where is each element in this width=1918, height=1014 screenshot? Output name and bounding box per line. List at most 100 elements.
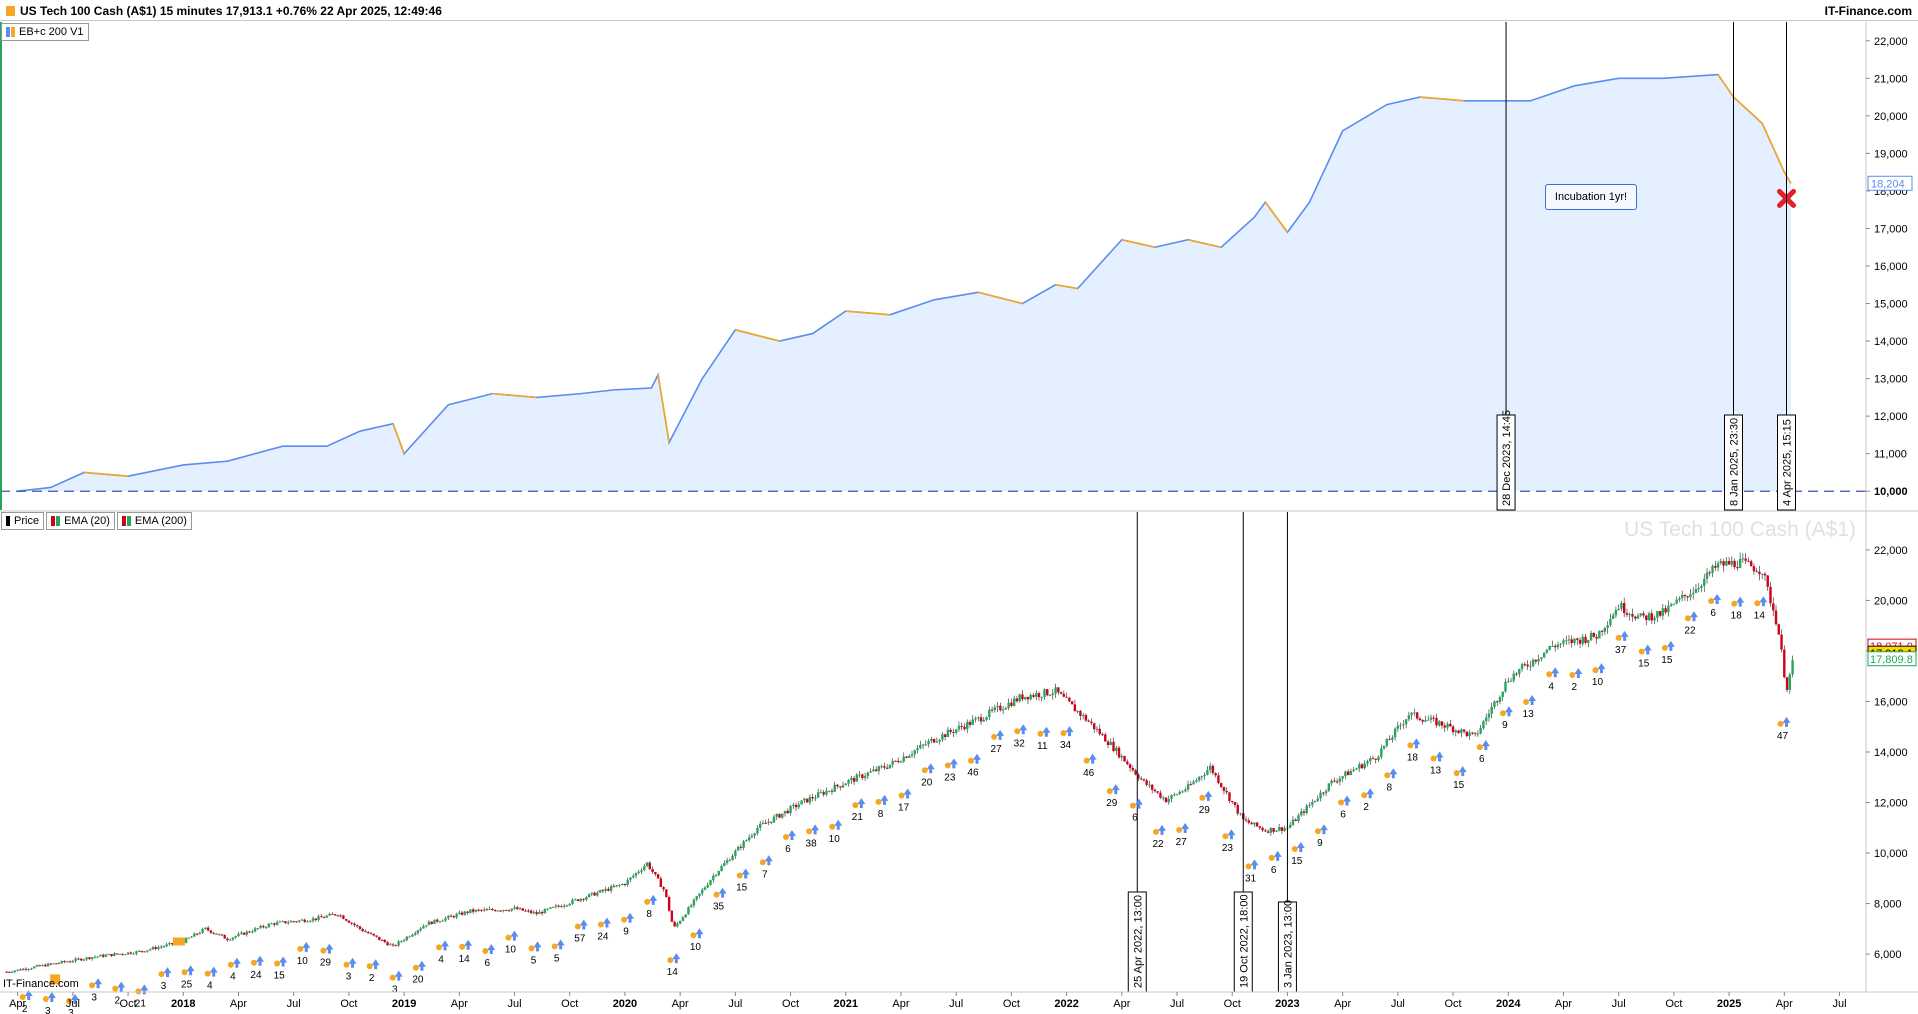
candle-body xyxy=(1054,687,1057,694)
candle-body xyxy=(1761,573,1764,575)
candle-body xyxy=(347,920,351,923)
candle-body xyxy=(656,874,660,879)
candle-body xyxy=(1258,826,1262,828)
candle-body xyxy=(582,898,585,900)
candle-body xyxy=(1598,630,1601,639)
candle-body xyxy=(1540,657,1543,660)
candle-body xyxy=(1164,797,1168,803)
candle-body xyxy=(1026,696,1030,700)
candle-body xyxy=(1327,783,1331,791)
trade-count-label: 18 xyxy=(1407,752,1419,763)
buy-arrow-icon xyxy=(232,957,241,968)
candle-body xyxy=(107,954,110,956)
candle-body xyxy=(1200,776,1204,778)
candle-body xyxy=(193,933,196,937)
candle-body xyxy=(894,760,897,762)
candle-body xyxy=(1051,693,1054,696)
legend-item-price[interactable]: Price xyxy=(1,512,45,530)
candle-body xyxy=(344,919,348,921)
candle-body xyxy=(226,938,229,941)
candle-body xyxy=(1206,770,1209,775)
candle-body xyxy=(667,896,671,911)
x-tick-label: 2022 xyxy=(1054,998,1078,1010)
brand-link[interactable]: IT-Finance.com xyxy=(1824,4,1912,18)
candle-body xyxy=(1542,652,1546,658)
candle-body xyxy=(1150,784,1154,790)
buy-arrow-icon xyxy=(672,953,681,964)
trade-count-label: 5 xyxy=(554,953,560,964)
buy-arrow-icon xyxy=(1574,667,1583,678)
candle-body xyxy=(1520,664,1524,670)
candle-body xyxy=(946,729,950,738)
candle-body xyxy=(146,950,149,952)
candle-body xyxy=(165,944,168,947)
trade-count-label: 24 xyxy=(597,932,609,943)
candle-body xyxy=(1070,701,1074,705)
exit-dot-icon xyxy=(42,996,49,1003)
exit-dot-icon xyxy=(806,828,813,835)
x-tick-label: Jul xyxy=(287,998,301,1010)
candle-body xyxy=(1153,789,1157,792)
exit-dot-icon xyxy=(274,960,281,967)
candle-body xyxy=(1291,819,1295,825)
x-tick-label: Apr xyxy=(451,998,468,1010)
candle-body xyxy=(60,961,64,964)
candle-body xyxy=(402,940,406,942)
candle-body xyxy=(496,910,500,912)
buy-arrow-icon xyxy=(1250,859,1259,870)
buy-arrow-icon xyxy=(695,928,704,939)
candle-body xyxy=(720,866,723,871)
candle-body xyxy=(888,764,892,769)
candle-body xyxy=(1415,712,1419,719)
candle-body xyxy=(52,963,55,965)
legend-item-ema200[interactable]: EMA (200) xyxy=(116,512,192,530)
candle-body xyxy=(1752,566,1756,572)
trade-count-label: 9 xyxy=(1317,838,1323,849)
legend-item-ema20[interactable]: EMA (20) xyxy=(46,512,115,530)
buy-arrow-icon xyxy=(487,943,496,954)
exit-dot-icon xyxy=(1754,600,1761,607)
candle-body xyxy=(563,905,566,907)
candle-body xyxy=(852,778,856,782)
candle-body xyxy=(148,949,152,951)
candle-body xyxy=(234,936,237,938)
trade-count-label: 6 xyxy=(1271,865,1277,876)
entry-square-icon xyxy=(172,937,185,946)
candle-body xyxy=(1680,595,1684,599)
candle-body xyxy=(1363,763,1366,769)
candle-body xyxy=(1656,611,1659,618)
exit-dot-icon xyxy=(1060,730,1067,737)
candle-body xyxy=(1664,608,1667,613)
y-tick-label: 12,000 xyxy=(1874,798,1908,810)
candle-body xyxy=(314,918,317,920)
trade-count-label: 8 xyxy=(646,909,652,920)
candle-body xyxy=(74,958,77,962)
trade-count-label: 29 xyxy=(1199,805,1211,816)
candle-body xyxy=(143,951,146,953)
candle-body xyxy=(587,894,591,898)
x-tick-label: Oct xyxy=(1444,998,1461,1010)
buy-arrow-icon xyxy=(764,855,773,866)
trade-count-label: 15 xyxy=(1638,659,1650,670)
candle-body xyxy=(1275,830,1278,832)
candle-body xyxy=(1236,805,1239,814)
candle-body xyxy=(1247,820,1250,823)
exit-dot-icon xyxy=(112,985,119,992)
exit-dot-icon xyxy=(875,798,882,805)
candle-body xyxy=(1308,804,1311,806)
candle-body xyxy=(68,961,72,963)
x-tick-label: Jul xyxy=(1832,998,1846,1010)
exit-dot-icon xyxy=(898,792,905,799)
candle-body xyxy=(632,875,635,878)
date-tag-label: 3 Jan 2023, 13:00 xyxy=(1282,900,1294,988)
legend-item-strategy[interactable]: EB+c 200 V1 xyxy=(1,23,89,41)
y-tick-label: 13,000 xyxy=(1874,374,1908,386)
candle-body xyxy=(480,909,483,911)
candle-body xyxy=(1197,777,1201,781)
candle-body xyxy=(1366,761,1369,764)
trade-count-label: 10 xyxy=(1592,677,1604,688)
candle-body xyxy=(971,719,974,725)
exit-dot-icon xyxy=(181,969,188,976)
chart-title: US Tech 100 Cash (A$1) 15 minutes 17,913… xyxy=(20,4,442,18)
